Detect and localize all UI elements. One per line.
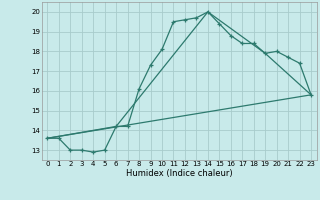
X-axis label: Humidex (Indice chaleur): Humidex (Indice chaleur) — [126, 169, 233, 178]
